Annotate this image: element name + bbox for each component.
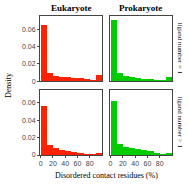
svg-text:40: 40 xyxy=(61,160,69,167)
svg-text:Density: Density xyxy=(4,73,13,98)
svg-text:0.04: 0.04 xyxy=(22,117,36,124)
svg-text:0.02: 0.02 xyxy=(22,60,36,67)
svg-text:0.06: 0.06 xyxy=(22,99,36,106)
svg-text:80: 80 xyxy=(86,160,94,167)
svg-text:0: 0 xyxy=(32,151,36,158)
svg-text:60: 60 xyxy=(74,160,82,167)
svg-text:0: 0 xyxy=(39,160,43,167)
svg-text:0.02: 0.02 xyxy=(22,134,36,141)
svg-text:60: 60 xyxy=(144,160,152,167)
svg-text:ligand number = 1: ligand number = 1 xyxy=(176,23,184,75)
svg-text:0.04: 0.04 xyxy=(22,43,36,50)
svg-text:0: 0 xyxy=(109,160,113,167)
svg-text:20: 20 xyxy=(49,160,57,167)
svg-text:40: 40 xyxy=(131,160,139,167)
svg-text:Prokaryote: Prokaryote xyxy=(119,3,162,13)
svg-text:Disordered contact residues (%: Disordered contact residues (%) xyxy=(55,171,158,180)
svg-text:0: 0 xyxy=(32,78,36,85)
svg-text:20: 20 xyxy=(119,160,127,167)
svg-text:ligand number > 1: ligand number > 1 xyxy=(176,96,184,148)
svg-text:Eukaryote: Eukaryote xyxy=(51,3,92,13)
svg-text:0.06: 0.06 xyxy=(22,26,36,33)
svg-text:80: 80 xyxy=(156,160,164,167)
